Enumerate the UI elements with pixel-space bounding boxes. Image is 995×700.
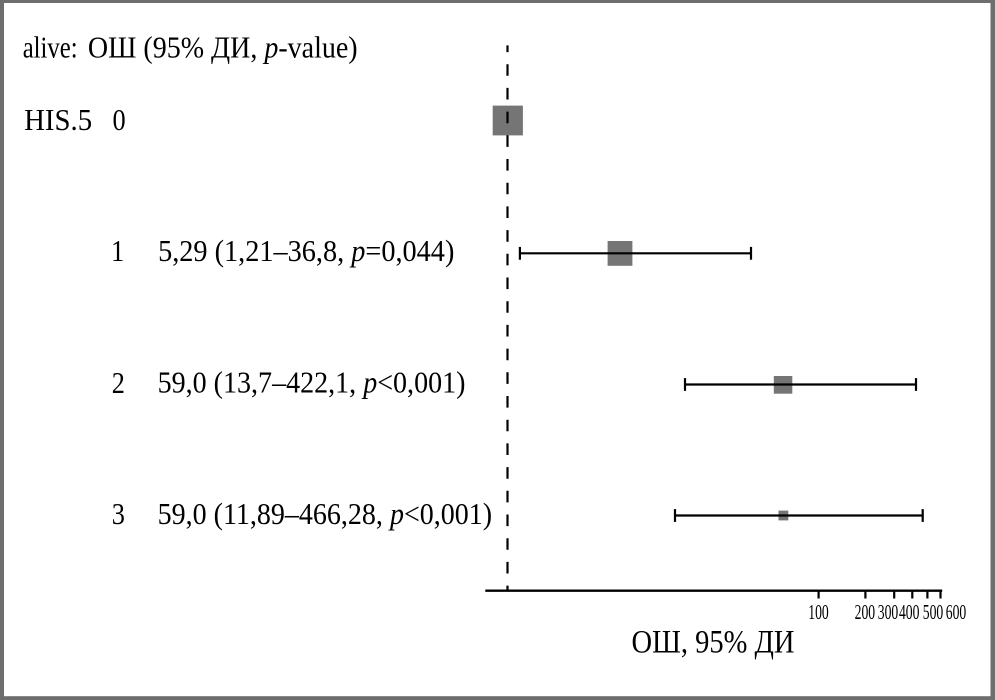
svg-text:3: 3 [112,497,125,531]
svg-text:200: 200 [855,600,875,624]
svg-text:600: 600 [946,600,966,624]
svg-text:59,0 (11,89–466,28, p<0,001): 59,0 (11,89–466,28, p<0,001) [158,498,492,532]
svg-text:ОШ, 95% ДИ: ОШ, 95% ДИ [632,624,795,660]
svg-text:100: 100 [808,600,828,624]
svg-text:500: 500 [923,600,943,624]
svg-text:59,0 (13,7–422,1, p<0,001): 59,0 (13,7–422,1, p<0,001) [158,366,466,400]
svg-text:300: 300 [878,600,898,624]
svg-text:400: 400 [899,600,919,624]
svg-text:1: 1 [111,234,124,268]
svg-text:ОШ (95% ДИ, p-value): ОШ (95% ДИ, p-value) [88,31,358,65]
svg-text:5,29 (1,21–36,8, p=0,044): 5,29 (1,21–36,8, p=0,044) [158,235,454,268]
svg-text:HIS.5: HIS.5 [24,103,92,137]
svg-text:alive:: alive: [23,31,78,65]
svg-text:0: 0 [112,103,125,137]
svg-text:2: 2 [112,366,125,401]
